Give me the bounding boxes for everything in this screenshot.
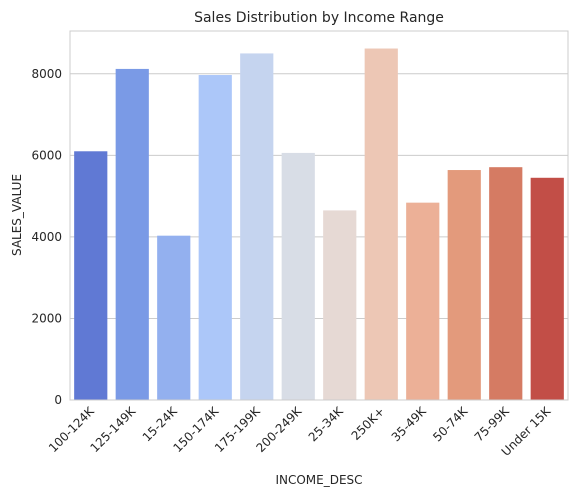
y-tick-label: 6000	[31, 148, 62, 162]
bar-Under 15K	[530, 177, 564, 400]
bar-175-199K	[240, 53, 274, 400]
bar-15-24K	[157, 235, 191, 400]
y-tick-label: 2000	[31, 311, 62, 325]
x-tick-label: 125-149K	[87, 403, 139, 455]
x-axis-label: INCOME_DESC	[275, 473, 362, 487]
y-tick-label: 8000	[31, 67, 62, 81]
x-tick-label: 50-74K	[430, 403, 471, 444]
x-tick-label: 15-24K	[140, 403, 181, 444]
x-tick-label: 250K+	[349, 404, 388, 443]
x-tick-label: 25-34K	[306, 403, 347, 444]
y-axis-label: SALES_VALUE	[10, 174, 24, 256]
y-tick-label: 0	[54, 393, 62, 407]
bar-150-174K	[198, 75, 232, 400]
bars	[74, 48, 564, 401]
bar-200-249K	[281, 152, 315, 400]
plot-frame	[69, 30, 569, 401]
bar-50-74K	[447, 170, 481, 400]
bar-75-99K	[489, 167, 523, 400]
chart-title: Sales Distribution by Income Range	[194, 10, 444, 26]
bar-35-49K	[406, 202, 440, 400]
bar-250K+	[364, 48, 398, 401]
bar-100-124K	[74, 151, 108, 400]
bar-25-34K	[323, 210, 357, 400]
x-tick-label: 35-49K	[389, 403, 430, 444]
x-tick-label: 75-99K	[472, 403, 513, 444]
y-tick-label: 4000	[31, 230, 62, 244]
bar-125-149K	[115, 68, 149, 400]
y-tick-labels: 0 2000 4000 6000 8000	[31, 67, 62, 407]
x-tick-label: 200-249K	[253, 403, 305, 455]
